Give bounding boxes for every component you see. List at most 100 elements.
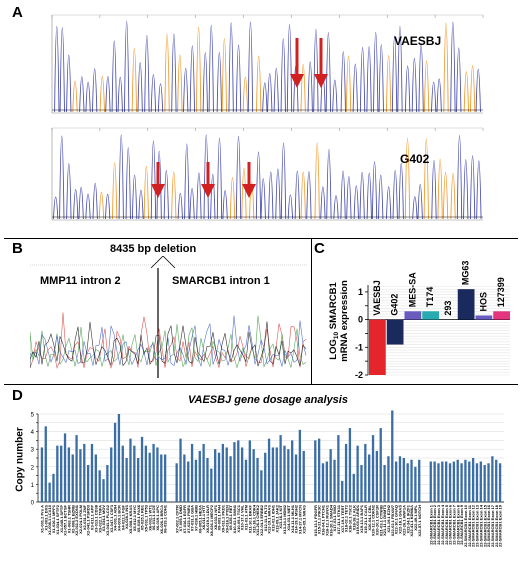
panel-c-chart: LOG10 SMARCB1 mRNA expression -2 -1 0 1 VAE…	[328, 261, 510, 380]
chromatogram-peak	[66, 54, 72, 113]
d-bar	[302, 450, 305, 502]
d-xtick-label: X18-18.1 ALK	[351, 505, 356, 531]
d-xtick-label: X11-03.1 ATM	[244, 504, 249, 530]
chromatogram-peak	[286, 23, 293, 113]
chromatogram-peak	[404, 138, 411, 220]
chromatogram-peak	[340, 170, 346, 220]
chromatogram-peak	[476, 160, 482, 220]
d-xtick-label: X8-033.1 NF1	[213, 504, 218, 530]
chromatogram-peak	[111, 40, 117, 113]
d-xtick-label: X15-21.1 PIK3C	[317, 505, 322, 534]
divider-bc	[311, 238, 312, 384]
d-bar	[194, 459, 198, 502]
chromatogram-peak	[131, 48, 138, 113]
chromatogram-peak	[431, 160, 437, 220]
chromatogram-peak	[300, 171, 306, 220]
chromatogram-peak	[118, 134, 124, 220]
d-bar	[237, 440, 240, 502]
c-bar-vaesbj	[369, 319, 386, 375]
chromatogram-peak	[59, 135, 65, 220]
d-bar	[298, 429, 302, 502]
chromatogram-peak	[150, 74, 157, 113]
d-bar	[445, 461, 448, 502]
d-bar	[217, 452, 221, 502]
chromatogram-peak	[397, 25, 403, 113]
d-bar	[48, 482, 51, 502]
d-xtick-label: X18-10.1 TSC2	[348, 504, 353, 532]
d-xtick-label: X14-11.1 MLH1	[290, 504, 295, 533]
copy-number-label: Copy number	[14, 427, 26, 492]
d-bar	[321, 463, 325, 502]
d-bar	[348, 428, 352, 502]
d-xtick-label: X20-20.1 CSF1R	[374, 505, 379, 536]
chromatogram-peak	[417, 183, 423, 220]
c-ytick-label: 1	[358, 287, 363, 297]
arrow-bottom-2	[201, 162, 215, 198]
d-bar	[368, 454, 371, 502]
d-bar	[275, 447, 278, 502]
panel-b-letter: B	[12, 240, 23, 257]
d-xtick-label: X13-16.1 KIT	[278, 504, 283, 528]
d-xtick-label: 22-SMARCB1 Exon 10	[463, 504, 468, 547]
d-xtick-label: X5-012.1 MYC	[132, 505, 137, 531]
d-xtick-label: 22-SMARCB1 Exon 17	[490, 504, 495, 547]
d-xtick-label: X7-031.1 GBA	[190, 505, 195, 531]
arrow-bottom-3	[242, 162, 256, 198]
d-bar	[267, 438, 271, 502]
chromatogram-peak	[404, 65, 411, 113]
c-category-label: 293	[443, 301, 453, 316]
chromatogram-peak	[164, 33, 170, 113]
c-bar-hos	[475, 315, 493, 320]
d-xtick-label: X22-02.1 FBXW7	[390, 504, 395, 536]
panel-a-chromatograms	[51, 14, 484, 221]
d-xtick-label: 22-SMARCB1 Exon 8	[455, 504, 460, 545]
svg-text:mRNA expression: mRNA expression	[339, 280, 350, 362]
c-category-label: G402	[390, 294, 400, 316]
d-xtick-label: X7-016.1 EGFR	[182, 505, 187, 534]
d-bar	[86, 465, 90, 502]
chromatogram-peak	[378, 44, 384, 113]
d-bar	[448, 463, 452, 502]
d-bar	[498, 463, 502, 502]
d-bar	[264, 452, 267, 502]
d-bar	[40, 447, 44, 502]
d-xtick-label: X21-11.1 DNMT3	[382, 504, 387, 536]
chromatogram-peak	[72, 80, 78, 113]
d-ytick-label: 4	[31, 430, 35, 436]
d-bar	[418, 459, 421, 502]
d-xtick-label: X9-011.1 PKD1	[220, 504, 225, 533]
d-xtick-label: X5-031.1 TP53	[143, 504, 148, 532]
chromatogram-peak	[332, 79, 338, 113]
d-bar	[56, 445, 59, 502]
c-category-label: T174	[425, 287, 435, 308]
c-category-label: MES-SA	[407, 272, 417, 308]
d-xtick-label: 22-SMARCB1 Exon 1	[428, 504, 433, 545]
divider-ab	[4, 238, 518, 239]
d-bar	[140, 436, 144, 502]
d-xtick-label: X19-13.1 BAP1	[359, 504, 364, 533]
chromatogram-peak	[340, 51, 346, 113]
d-xtick-label: X7-023.1 FMR1	[186, 504, 191, 533]
d-xtick-label: 22-SMARCB1 Exon 11	[467, 504, 472, 547]
chromatogram-peak	[85, 81, 91, 113]
arrow-bottom-1	[151, 162, 165, 198]
chromatogram-peak	[137, 62, 143, 113]
d-xtick-label: X6-019.1 APC	[155, 505, 160, 531]
chromatogram-peak	[412, 196, 418, 220]
d-bar	[352, 473, 355, 502]
chromatogram-peak	[373, 32, 379, 113]
chromatogram-peak	[216, 138, 223, 220]
d-xtick-label: X16-04.1 PTCH1	[321, 504, 326, 535]
d-ytick-label: 3	[31, 448, 35, 454]
d-bar	[83, 443, 86, 502]
d-xtick-label: X1-034.1 SFTF2	[55, 504, 60, 534]
chromatogram-peak	[241, 167, 247, 220]
d-xtick-label: 22-SMARCB1 Exon 15	[482, 504, 487, 547]
chromatogram-peak	[456, 135, 463, 220]
chromatogram-peak	[437, 159, 443, 220]
d-xtick-label: X8-005.1 HEXA	[197, 505, 202, 534]
d-bar	[341, 480, 344, 502]
d-xtick-label: X8-019.1 LDLR	[205, 505, 210, 533]
panel-b-chromatogram	[30, 256, 308, 378]
d-xtick-label: X11-26.1 CHEK2	[255, 504, 260, 535]
